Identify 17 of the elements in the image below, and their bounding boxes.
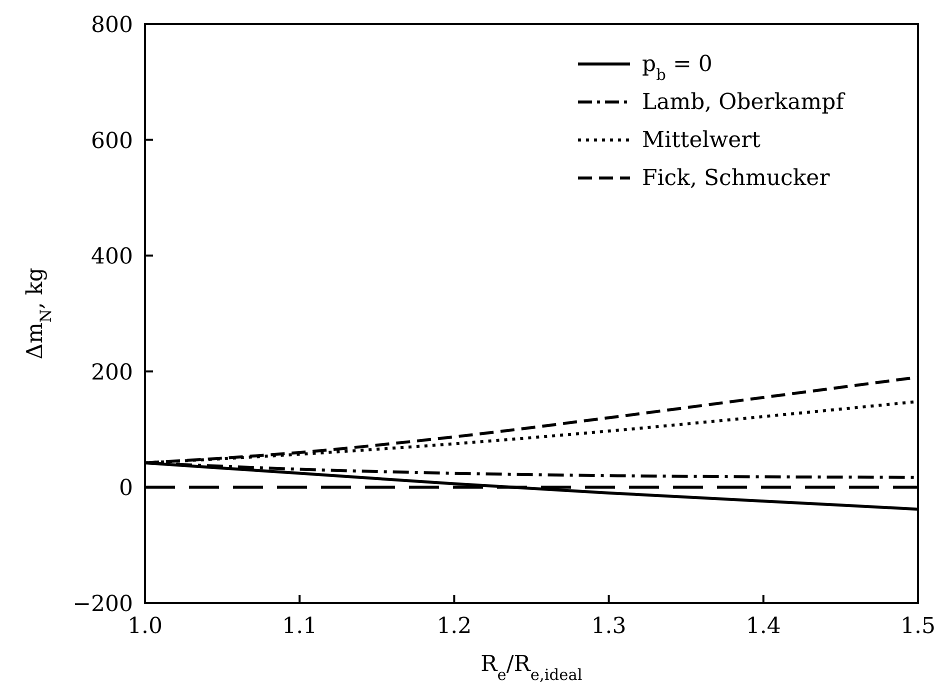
legend-label: Mittelwert	[642, 128, 761, 153]
y-tick-label: −200	[72, 592, 133, 617]
x-tick-label: 1.5	[900, 614, 936, 639]
y-tick-label: 400	[91, 244, 133, 270]
x-tick-label: 1.1	[282, 614, 318, 639]
x-tick-label: 1.4	[746, 614, 781, 639]
legend-label: Fick, Schmucker	[642, 166, 830, 191]
x-tick-label: 1.3	[591, 614, 626, 639]
y-tick-label: 600	[91, 128, 133, 154]
x-tick-label: 1.2	[436, 614, 472, 639]
legend-label: p$_{b}$ = 0	[642, 52, 712, 84]
x-axis-title: R$_{e}$/R$_{e,ideal}$	[480, 652, 582, 684]
y-tick-label: 200	[91, 360, 133, 386]
legend-label: Lamb, Oberkampf	[642, 90, 846, 115]
x-tick-label: 1.0	[128, 614, 162, 639]
y-tick-label: 0	[119, 476, 133, 502]
y-tick-label: 800	[91, 13, 133, 38]
